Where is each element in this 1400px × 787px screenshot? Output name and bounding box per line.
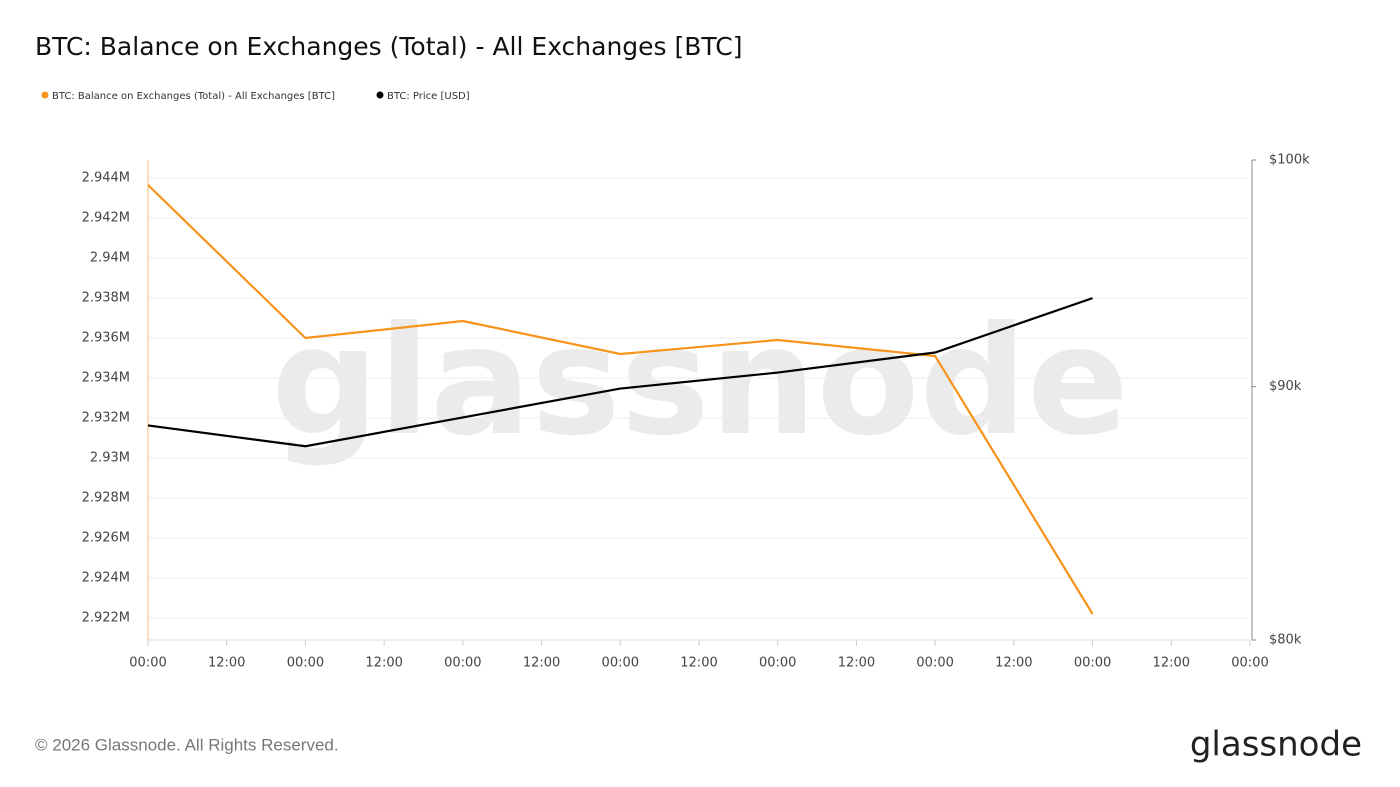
y-tick-label: 2.928M — [82, 491, 130, 506]
y-tick-label: 2.934M — [82, 371, 130, 386]
x-tick-label: 12:00 — [365, 656, 402, 671]
y-tick-label: 2.944M — [82, 171, 130, 186]
chart-title: BTC: Balance on Exchanges (Total) - All … — [35, 32, 742, 61]
y2-tick-label: $80k — [1269, 633, 1302, 648]
x-tick-label: 12:00 — [1153, 656, 1190, 671]
x-tick-label: 00:00 — [444, 656, 481, 671]
x-tick-label: 12:00 — [995, 656, 1032, 671]
x-tick-label: 00:00 — [287, 656, 324, 671]
x-tick-label: 12:00 — [523, 656, 560, 671]
logo: glassnode — [1190, 725, 1362, 765]
x-tick-label: 00:00 — [759, 656, 796, 671]
x-tick-label: 00:00 — [1231, 656, 1268, 671]
y-tick-label: 2.942M — [82, 211, 130, 226]
y-tick-label: 2.93M — [90, 451, 130, 466]
legend-label: BTC: Price [USD] — [387, 91, 470, 102]
y-tick-label: 2.926M — [82, 531, 130, 546]
y2-tick-label: $100k — [1269, 153, 1310, 168]
legend-marker — [376, 91, 384, 99]
y-tick-label: 2.94M — [90, 251, 130, 266]
footer: © 2026 Glassnode. All Rights Reserved. — [35, 735, 339, 754]
x-tick-label: 00:00 — [602, 656, 639, 671]
y-tick-label: 2.938M — [82, 291, 130, 306]
x-tick-label: 12:00 — [838, 656, 875, 671]
legend-label: BTC: Balance on Exchanges (Total) - All … — [52, 91, 335, 102]
x-tick-label: 00:00 — [129, 656, 166, 671]
y-tick-label: 2.936M — [82, 331, 130, 346]
watermark: glassnode — [271, 295, 1129, 469]
series-line — [147, 184, 1094, 615]
y-tick-label: 2.924M — [82, 571, 130, 586]
legend-marker — [41, 91, 49, 99]
x-tick-label: 12:00 — [208, 656, 245, 671]
x-tick-label: 00:00 — [916, 656, 953, 671]
y2-tick-label: $90k — [1269, 379, 1302, 394]
series-line — [147, 297, 1093, 448]
x-tick-label: 00:00 — [1074, 656, 1111, 671]
x-tick-label: 12:00 — [680, 656, 717, 671]
y-tick-label: 2.922M — [82, 611, 130, 626]
y-tick-label: 2.932M — [82, 411, 130, 426]
